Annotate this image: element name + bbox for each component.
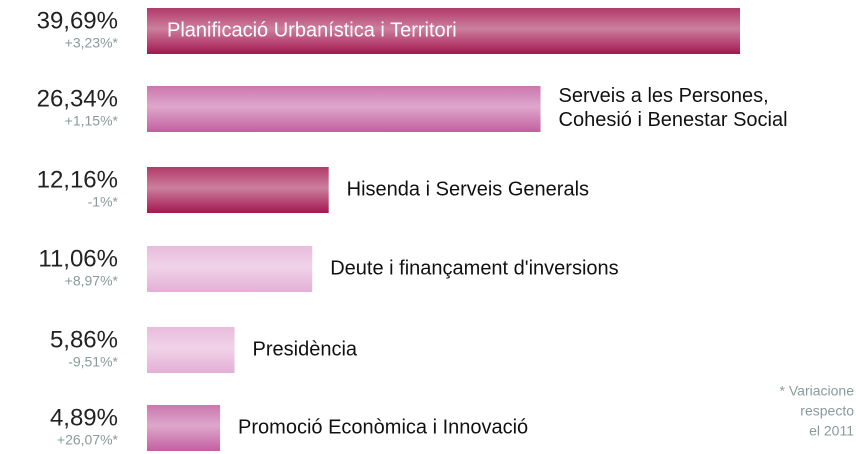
category-label: Planificació Urbanística i Territori xyxy=(167,19,457,41)
value-label: 4,89% xyxy=(50,404,118,431)
change-label: +26,07%* xyxy=(57,432,119,448)
bar xyxy=(147,8,740,54)
category-label: Hisenda i Serveis Generals xyxy=(347,178,589,200)
category-label: Serveis a les Persones, Cohesió i Benesta… xyxy=(559,85,788,131)
value-label: 5,86% xyxy=(50,326,118,353)
value-label: 11,06% xyxy=(38,245,118,272)
bar xyxy=(147,405,221,451)
change-label: +8,97%* xyxy=(65,273,119,289)
change-label: -9,51%* xyxy=(68,354,118,370)
change-label: -1%* xyxy=(88,194,119,210)
change-label: +3,23%* xyxy=(65,35,119,51)
footnote: respecto xyxy=(800,403,854,419)
value-label: 39,69% xyxy=(37,7,118,34)
bar xyxy=(147,86,541,132)
bar xyxy=(147,327,235,373)
category-label: Presidència xyxy=(253,338,358,360)
category-label: Promoció Econòmica i Innovació xyxy=(238,416,528,438)
category-label: Deute i finançament d'inversions xyxy=(330,257,618,279)
change-label: +1,15%* xyxy=(65,113,119,129)
value-label: 26,34% xyxy=(37,85,118,112)
footnote: * Variacione xyxy=(780,383,855,399)
value-label: 12,16% xyxy=(37,166,118,193)
bar xyxy=(147,167,329,213)
bar xyxy=(147,246,313,292)
footnote: el 2011 xyxy=(809,423,854,439)
